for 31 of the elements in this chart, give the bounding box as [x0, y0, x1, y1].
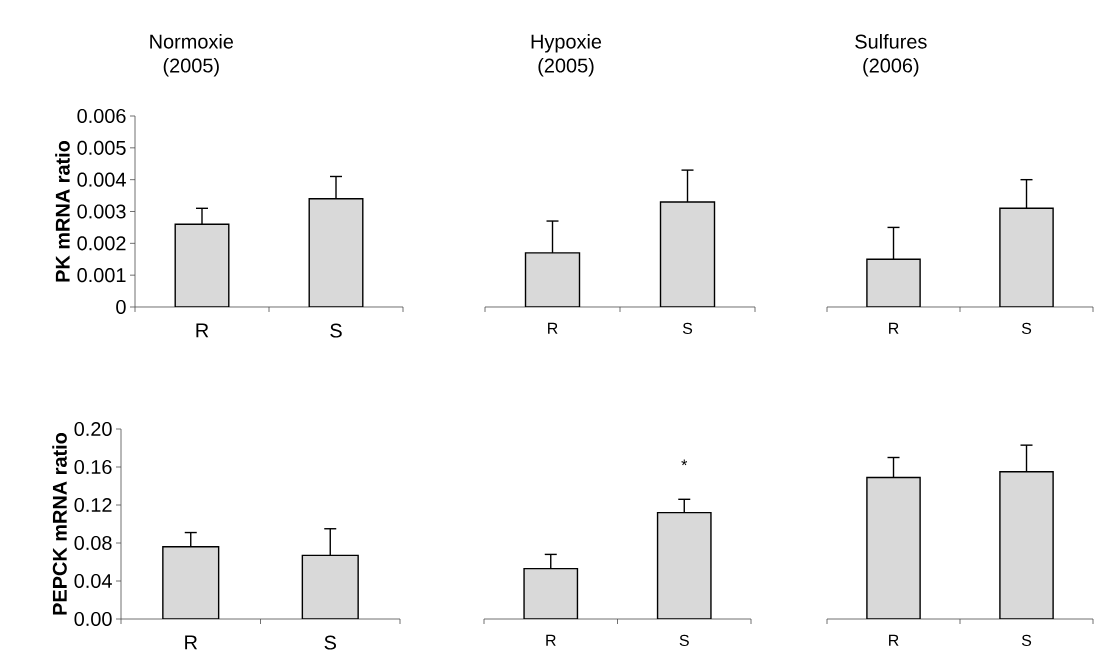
- y-tick-label: 0.004: [77, 172, 126, 187]
- y-tick-label: 0.00: [74, 611, 112, 627]
- y-tick-label: 0.001: [77, 268, 126, 283]
- x-tick-label: S: [682, 322, 693, 335]
- y-tick-label: 0.006: [77, 108, 126, 124]
- y-tick-label: 0.04: [74, 573, 112, 589]
- y-tick-label: 0.002: [77, 236, 126, 251]
- x-tick-label: S: [1021, 322, 1032, 335]
- x-tick-label: S: [330, 323, 342, 338]
- y-tick-label: 0.003: [77, 204, 126, 219]
- y-tick-label: 0.08: [74, 535, 112, 551]
- x-tick-label: R: [889, 634, 899, 646]
- y-tick-label: 0.20: [74, 421, 112, 437]
- y-tick-label: 0.16: [74, 459, 112, 475]
- y-tick-label: 0.005: [77, 140, 126, 155]
- x-tick-label: R: [546, 634, 556, 646]
- x-tick-label: R: [889, 322, 899, 334]
- x-tick-label: S: [679, 634, 689, 647]
- x-tick-label: S: [1021, 634, 1032, 647]
- x-tick-label: S: [324, 635, 336, 650]
- x-tick-label: R: [185, 635, 198, 650]
- y-axis-title: PEPCK mRNA ratio: [52, 432, 67, 615]
- chart-title: Hypoxie (2005): [531, 34, 602, 77]
- y-tick-label: 0.12: [74, 497, 112, 513]
- chart-title: Sulfures (2006): [855, 34, 927, 77]
- x-tick-label: R: [548, 322, 558, 334]
- y-axis-title: PK mRNA ratio: [55, 140, 70, 282]
- annotation: *: [681, 459, 688, 466]
- y-tick-label: 0: [116, 299, 126, 315]
- x-tick-label: R: [196, 323, 209, 338]
- chart-title: Normoxie (2005): [150, 34, 233, 77]
